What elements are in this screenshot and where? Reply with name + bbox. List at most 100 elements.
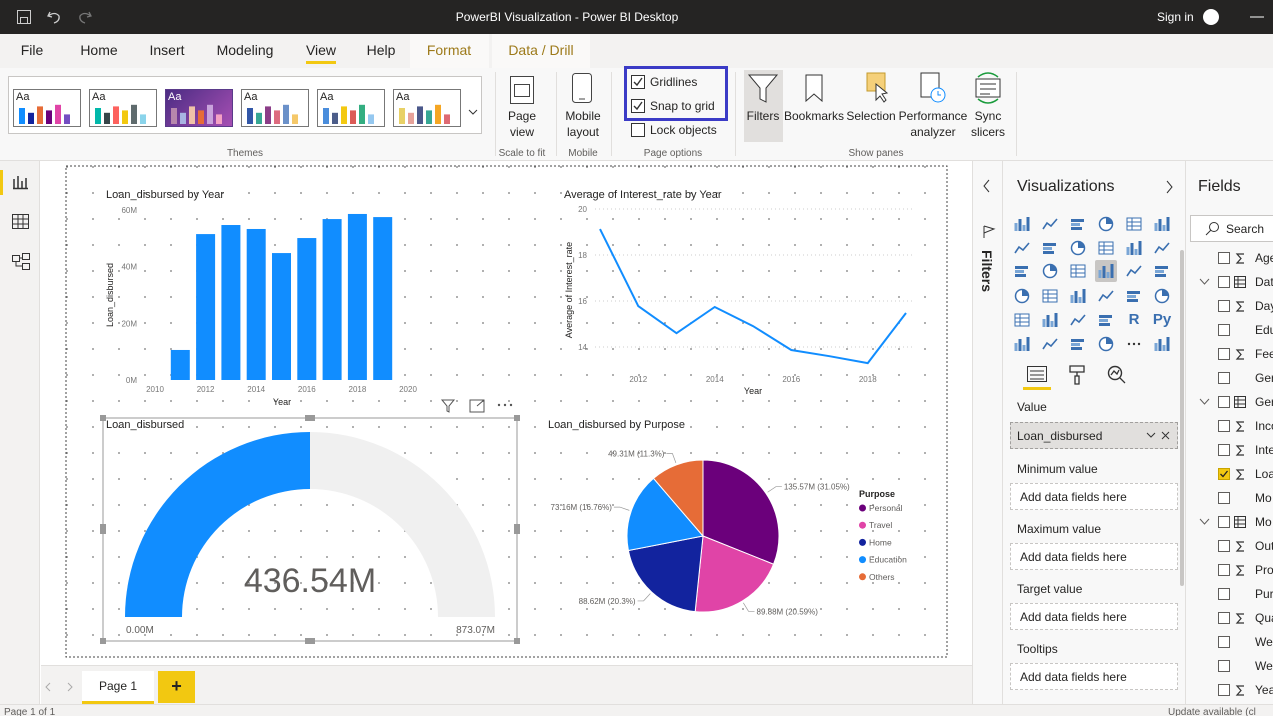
page-view-button[interactable]: Page view <box>507 109 537 139</box>
field-checkbox[interactable] <box>1218 324 1230 336</box>
field-pill-actions[interactable] <box>1146 431 1171 441</box>
avatar[interactable] <box>1203 9 1219 25</box>
visual-type-icon[interactable] <box>1098 288 1114 304</box>
field-checkbox[interactable] <box>1218 276 1230 288</box>
field-checkbox[interactable] <box>1218 588 1230 600</box>
model-view-icon[interactable] <box>12 253 30 271</box>
visual-type-icon[interactable] <box>1126 336 1142 352</box>
visual-type-icon[interactable] <box>1070 336 1086 352</box>
visual-type-icon[interactable] <box>1154 288 1170 304</box>
pane-button[interactable]: Sync slicers <box>970 109 1005 139</box>
visual-type-icon[interactable] <box>1098 216 1114 232</box>
field-checkbox[interactable] <box>1218 516 1230 528</box>
field-name[interactable]: Fee <box>1255 347 1273 361</box>
visual-type-icon[interactable] <box>1070 240 1086 256</box>
visual-type-icon[interactable] <box>1042 263 1058 279</box>
menu-tab[interactable]: File <box>20 42 44 58</box>
data-view-icon[interactable] <box>12 214 29 229</box>
visual-type-icon[interactable] <box>1070 216 1086 232</box>
mobile-layout-button[interactable]: Mobile layout <box>565 109 601 139</box>
field-checkbox[interactable] <box>1218 348 1230 360</box>
visual-type-icon[interactable] <box>1070 288 1086 304</box>
visual-type-icon[interactable] <box>1098 312 1114 328</box>
field-name[interactable]: Dat <box>1255 275 1273 289</box>
field-name[interactable]: Day <box>1255 299 1273 313</box>
checkbox-label[interactable]: Snap to grid <box>650 99 715 113</box>
expand-toggle[interactable] <box>1199 398 1210 405</box>
field-checkbox[interactable] <box>1218 372 1230 384</box>
visual-type-icon[interactable] <box>1126 263 1142 279</box>
field-checkbox[interactable] <box>1218 468 1230 480</box>
visual-type-icon[interactable] <box>1042 312 1058 328</box>
field-checkbox[interactable] <box>1218 660 1230 672</box>
mobile-icon[interactable] <box>572 73 592 103</box>
visual-type-icon[interactable] <box>1014 263 1030 279</box>
field-well[interactable] <box>1010 543 1178 570</box>
field-well[interactable] <box>1010 483 1178 510</box>
field-name[interactable]: We <box>1255 659 1273 673</box>
field-checkbox[interactable] <box>1218 564 1230 576</box>
visual-type-icon[interactable] <box>1042 336 1058 352</box>
pane-button[interactable]: Filters <box>746 109 780 123</box>
visual-type-icon[interactable] <box>1126 216 1142 232</box>
field-checkbox[interactable] <box>1218 300 1230 312</box>
expand-toggle[interactable] <box>1199 518 1210 525</box>
visual-type-icon[interactable] <box>1154 263 1170 279</box>
visual-type-icon[interactable] <box>1154 216 1170 232</box>
minimize-button[interactable] <box>1250 16 1264 18</box>
themes-dropdown[interactable] <box>468 109 478 115</box>
save-icon[interactable] <box>17 10 31 24</box>
visual-type-icon[interactable] <box>1014 240 1030 256</box>
filters-pane-title[interactable]: Filters <box>979 250 995 293</box>
page-tab[interactable]: Page 1 <box>82 671 154 704</box>
field-checkbox[interactable] <box>1218 420 1230 432</box>
pane-button[interactable]: Selection <box>846 109 896 123</box>
checkbox-label[interactable]: Gridlines <box>650 75 698 89</box>
menu-tab[interactable]: Home <box>80 42 118 58</box>
field-name[interactable]: Inte <box>1255 443 1273 457</box>
redo-icon[interactable] <box>78 10 92 24</box>
page-view-icon[interactable] <box>508 76 536 104</box>
collapse-visualizations[interactable] <box>1166 180 1173 194</box>
report-view-icon[interactable] <box>13 175 28 190</box>
field-name[interactable]: Ger <box>1255 371 1273 385</box>
field-checkbox[interactable] <box>1218 684 1230 696</box>
tab-scroll-right[interactable] <box>67 682 73 692</box>
field-name[interactable]: Ger <box>1255 395 1273 409</box>
field-name[interactable]: Edu <box>1255 323 1273 337</box>
visual-type-icon[interactable]: Py <box>1152 311 1172 328</box>
visual-type-icon[interactable] <box>1098 336 1114 352</box>
field-checkbox[interactable] <box>1218 396 1230 408</box>
visual-type-icon[interactable] <box>1098 240 1114 256</box>
visual-type-icon[interactable] <box>1042 288 1058 304</box>
field-name[interactable]: Qua <box>1255 611 1273 625</box>
menu-tab[interactable]: Data / Drill <box>508 42 574 58</box>
visual-type-icon[interactable] <box>1070 263 1086 279</box>
field-checkbox[interactable] <box>1218 540 1230 552</box>
fields-tab[interactable] <box>1027 366 1047 382</box>
checkbox[interactable] <box>631 99 645 113</box>
visual-type-icon[interactable] <box>1126 240 1142 256</box>
search-box[interactable] <box>1190 215 1273 242</box>
field-name[interactable]: Loa <box>1255 467 1273 481</box>
menu-tab[interactable]: Format <box>426 42 472 58</box>
field-name[interactable]: Mo <box>1255 515 1272 529</box>
menu-tab[interactable]: Modeling <box>216 42 274 58</box>
field-well[interactable] <box>1010 603 1178 630</box>
visual-type-icon[interactable] <box>1042 216 1058 232</box>
field-name[interactable]: Mo <box>1255 491 1272 505</box>
field-name[interactable]: We <box>1255 635 1273 649</box>
visual-type-icon[interactable] <box>1154 240 1170 256</box>
field-checkbox[interactable] <box>1218 612 1230 624</box>
field-checkbox[interactable] <box>1218 444 1230 456</box>
checkbox-label[interactable]: Lock objects <box>650 123 717 137</box>
field-name[interactable]: Age <box>1255 251 1273 265</box>
field-name[interactable]: Pro <box>1255 563 1273 577</box>
checkbox[interactable] <box>631 123 645 137</box>
format-tab[interactable] <box>1069 365 1085 385</box>
visual-type-icon[interactable] <box>1014 288 1030 304</box>
field-name[interactable]: Pur <box>1255 587 1273 601</box>
field-name[interactable]: Yea <box>1255 683 1273 697</box>
expand-toggle[interactable] <box>1199 278 1210 285</box>
visual-type-icon[interactable] <box>1014 312 1030 328</box>
